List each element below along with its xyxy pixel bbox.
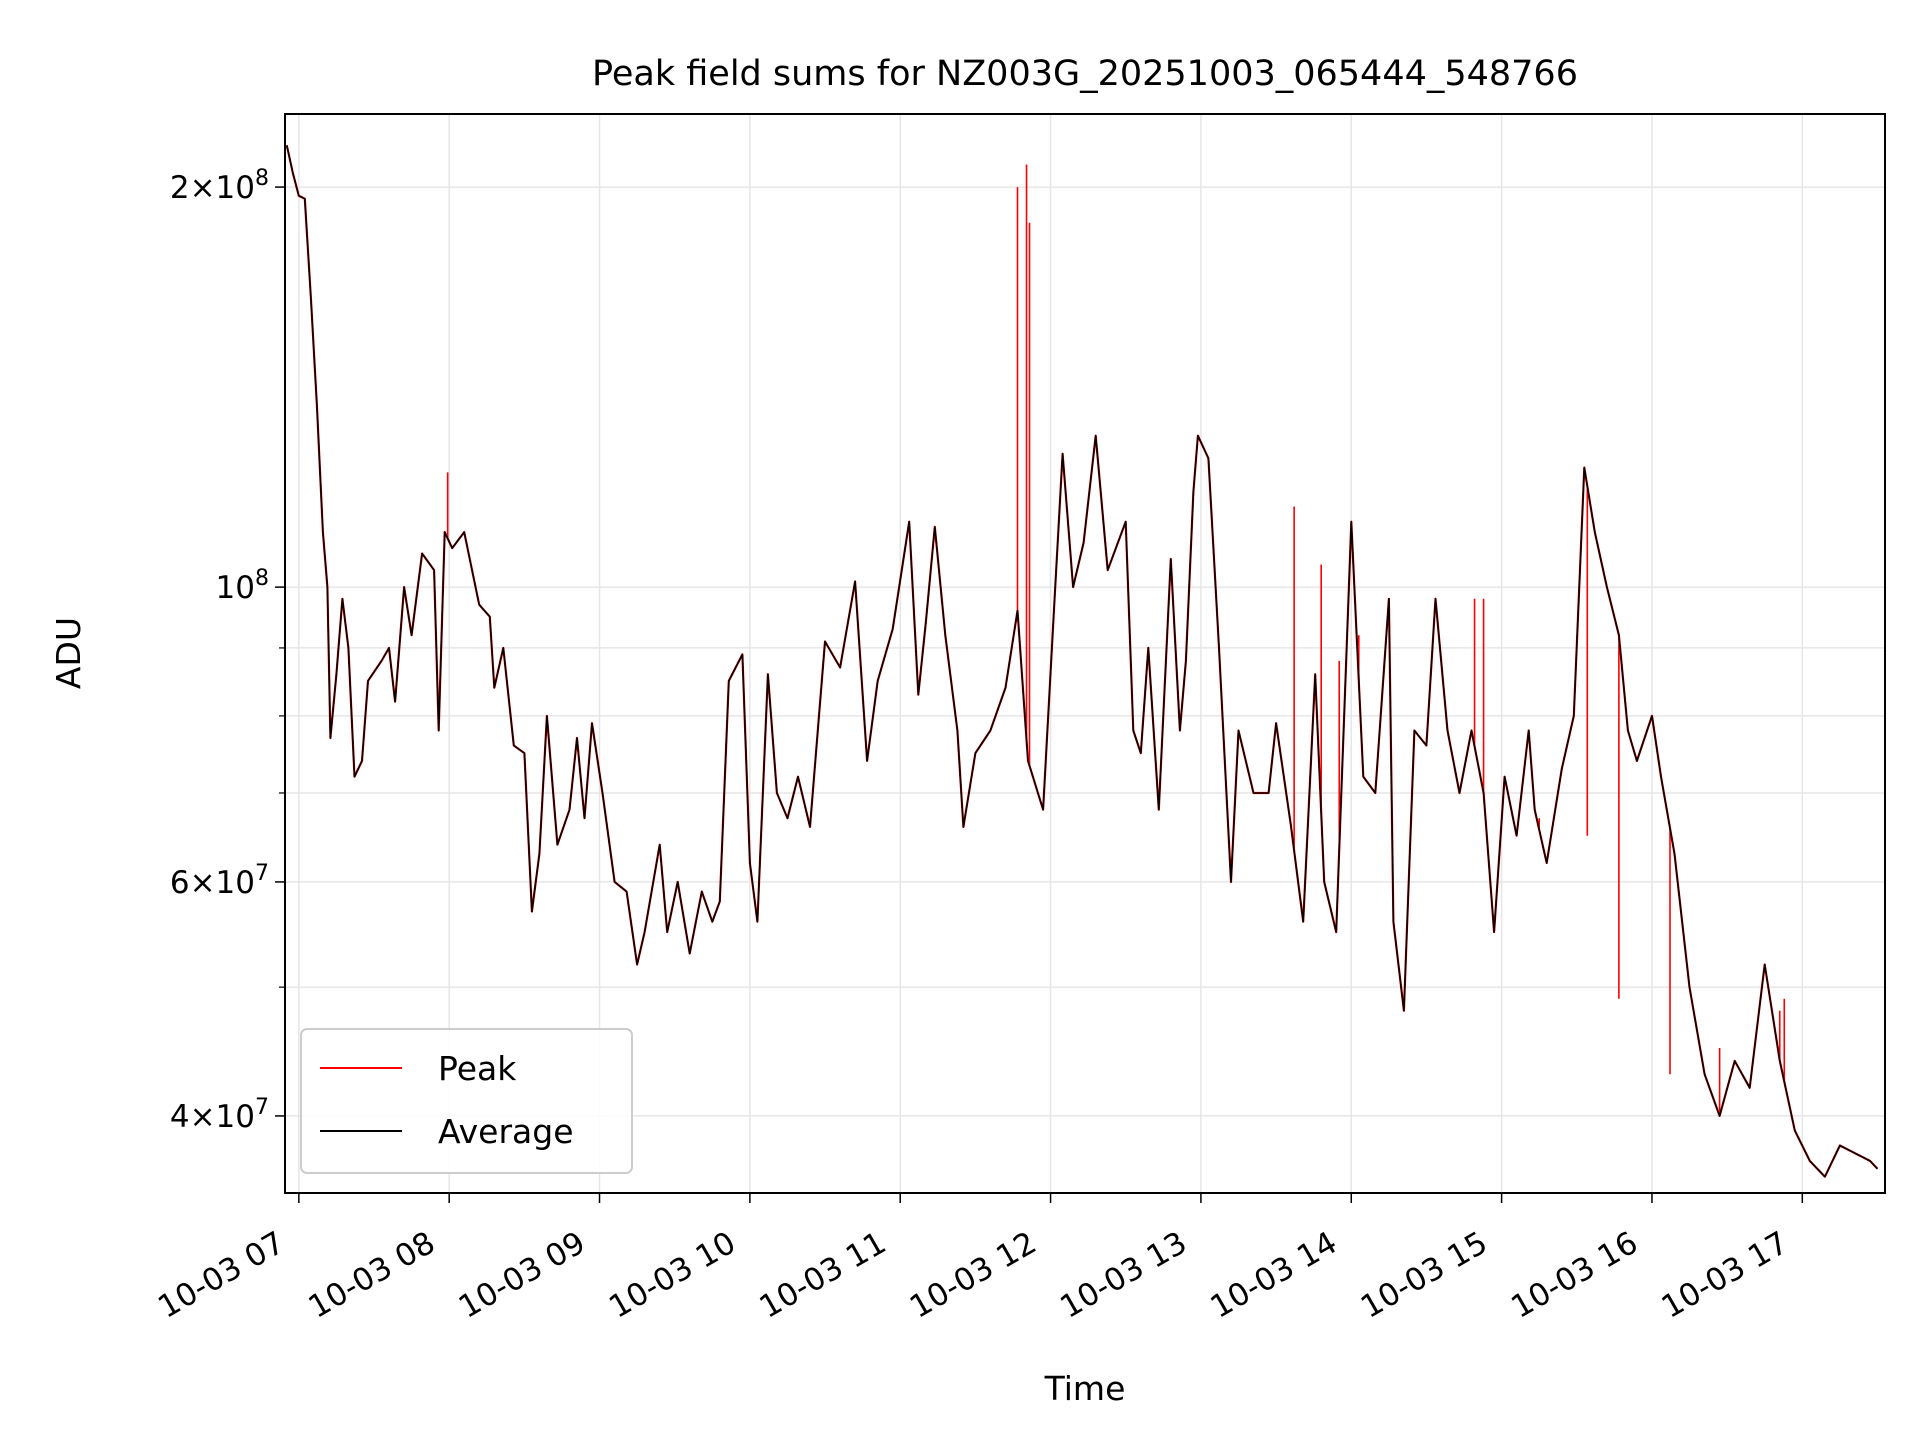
y-tick-label: 2×108	[170, 166, 269, 206]
legend-box	[300, 1028, 633, 1174]
y-tick-label: 6×107	[170, 861, 269, 901]
legend: Peak Average	[300, 1028, 633, 1174]
legend-average-label: Average	[438, 1112, 574, 1151]
plot-frame	[284, 113, 1886, 1194]
chart-title: Peak field sums for NZ003G_20251003_0654…	[592, 54, 1578, 94]
average-series-line	[286, 145, 1879, 1178]
y-axis-label: ADU	[49, 617, 88, 689]
series-layer	[285, 145, 1879, 1178]
y-tick-label: 4×107	[170, 1095, 269, 1135]
legend-peak-label: Peak	[438, 1049, 517, 1088]
x-axis-label: Time	[1044, 1369, 1126, 1408]
